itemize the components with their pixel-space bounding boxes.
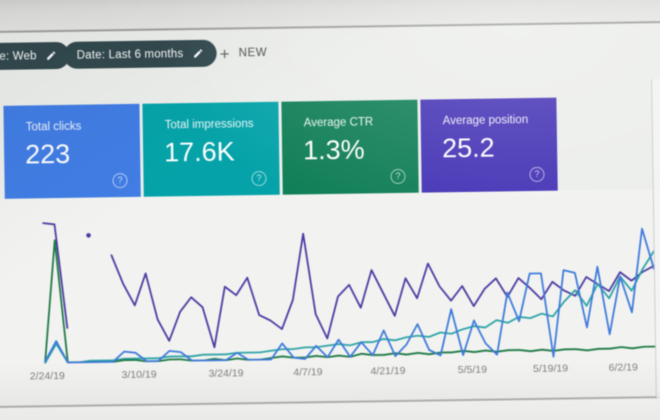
x-axis-label: 3/24/19 bbox=[208, 367, 244, 380]
x-axis-label: 5/19/19 bbox=[532, 362, 569, 376]
series-line-total-clicks bbox=[44, 227, 655, 364]
metric-card-total-impressions[interactable]: Total impressions 17.6K? bbox=[142, 101, 280, 198]
x-axis-label: 6/2/19 bbox=[608, 361, 638, 374]
card-label: Average CTR bbox=[303, 116, 374, 130]
new-filter-button[interactable]: + NEW bbox=[219, 41, 268, 66]
card-value: 25.2 bbox=[441, 132, 495, 164]
x-axis-label: 4/21/19 bbox=[370, 364, 406, 378]
x-axis-label: 2/24/19 bbox=[29, 369, 65, 383]
series-line-average-ctr bbox=[44, 239, 656, 364]
isolated-data-point bbox=[86, 233, 91, 238]
filter-chip-date-range[interactable]: Date: Last 6 months bbox=[63, 39, 217, 69]
help-icon[interactable]: ? bbox=[251, 170, 267, 187]
pencil-icon[interactable] bbox=[192, 48, 203, 59]
card-label: Average position bbox=[442, 114, 529, 128]
card-value: 1.3% bbox=[302, 134, 365, 166]
plus-icon: + bbox=[219, 43, 230, 64]
card-label: Total clicks bbox=[25, 120, 82, 134]
series-line-average-position bbox=[110, 232, 655, 349]
x-axis-label: 5/5/19 bbox=[457, 363, 488, 377]
x-axis-label: 3/10/19 bbox=[121, 368, 157, 382]
series-line-total-impressions bbox=[44, 250, 655, 364]
pencil-icon[interactable] bbox=[46, 50, 57, 61]
performance-line-chart[interactable] bbox=[40, 205, 658, 368]
filter-chip-search-type[interactable]: pe: Web bbox=[0, 41, 70, 71]
chart-canvas[interactable] bbox=[40, 205, 658, 368]
card-value: 17.6K bbox=[163, 136, 235, 168]
filter-toolbar: Date: Last 6 months pe: Web + NEW bbox=[0, 33, 660, 71]
help-icon[interactable]: ? bbox=[112, 173, 128, 189]
help-icon[interactable]: ? bbox=[529, 166, 545, 183]
series-line-average-position bbox=[42, 222, 69, 329]
metric-card-total-clicks[interactable]: Total clicks 223? bbox=[3, 103, 141, 200]
chip-label: pe: Web bbox=[0, 49, 37, 63]
card-value: 223 bbox=[24, 138, 71, 170]
new-button-label: NEW bbox=[238, 46, 268, 60]
metric-cards-row: Total clicks 223? Total impressions 17.6K? A… bbox=[3, 97, 558, 200]
chip-label: Date: Last 6 months bbox=[76, 47, 184, 62]
help-icon[interactable]: ? bbox=[390, 168, 406, 185]
metric-card-average-ctr[interactable]: Average CTR 1.3%? bbox=[281, 99, 419, 196]
x-axis-label: 4/7/19 bbox=[293, 366, 323, 379]
metric-card-average-position[interactable]: Average position 25.2? bbox=[420, 97, 558, 194]
card-label: Total impressions bbox=[164, 118, 254, 132]
monitor-top-edge bbox=[0, 0, 660, 34]
